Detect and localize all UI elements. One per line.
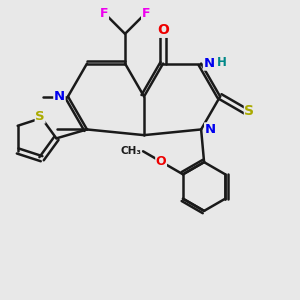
Text: CH₃: CH₃ bbox=[121, 146, 142, 156]
Text: N: N bbox=[203, 57, 214, 70]
Text: F: F bbox=[142, 7, 150, 20]
Text: O: O bbox=[156, 155, 167, 168]
Text: H: H bbox=[217, 56, 226, 69]
Text: O: O bbox=[157, 23, 169, 37]
Text: S: S bbox=[35, 110, 45, 123]
Text: N: N bbox=[205, 123, 216, 136]
Text: S: S bbox=[244, 104, 254, 118]
Text: N: N bbox=[54, 90, 65, 103]
Text: F: F bbox=[100, 7, 108, 20]
